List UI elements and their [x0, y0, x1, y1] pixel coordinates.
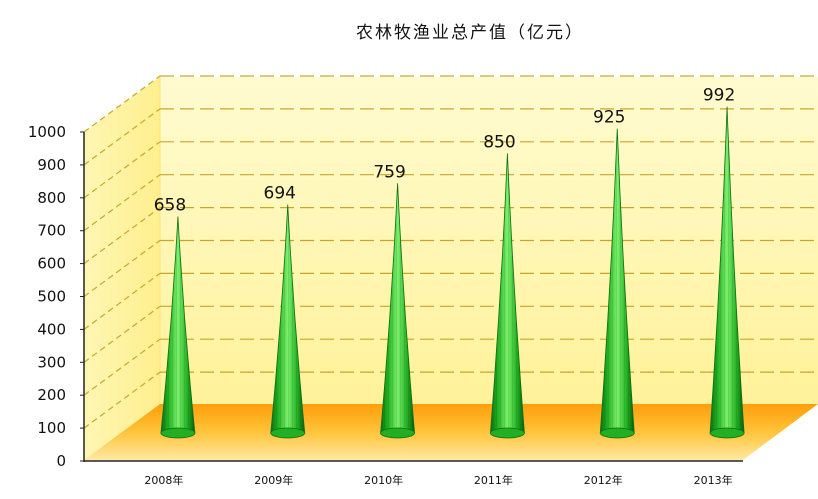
gridline-side	[83, 240, 161, 297]
y-tick-label: 900	[37, 156, 66, 174]
bar-2011年	[489, 153, 525, 439]
bar-marks	[160, 106, 745, 439]
gridline-side	[83, 108, 161, 166]
y-tick-label: 700	[37, 222, 66, 240]
data-label: 759	[373, 162, 405, 182]
y-tick-label: 0	[56, 452, 66, 470]
floor	[84, 404, 818, 460]
gridlines	[83, 75, 818, 429]
bar-2010年	[380, 183, 416, 439]
data-label: 658	[154, 196, 186, 216]
gridline-side	[83, 272, 161, 330]
bar-cone-base	[599, 427, 635, 439]
x-tick-label: 2010年	[364, 473, 403, 487]
y-tick-label: 600	[37, 255, 66, 273]
bar-cone-base	[160, 427, 196, 439]
y-tick-label: 100	[37, 419, 66, 437]
gridline-side	[83, 207, 161, 265]
y-tick-label: 300	[37, 353, 66, 371]
data-label: 850	[483, 132, 515, 152]
y-tick-label: 1000	[28, 123, 66, 141]
y-tick-label: 200	[37, 386, 66, 404]
bar-cone-texture	[490, 153, 525, 433]
x-tick-label: 2013年	[694, 473, 733, 487]
gridline-side	[83, 338, 161, 396]
bar-cone-texture	[380, 183, 415, 433]
bar-cone-texture	[710, 106, 745, 433]
data-label: 992	[703, 86, 735, 106]
bar-cone-texture	[160, 216, 195, 433]
data-labels: 658 694 759 850 925 992	[154, 86, 736, 216]
x-tick-label: 2009年	[254, 473, 293, 487]
bar-cone-base	[380, 427, 415, 439]
bar-2012年	[599, 128, 635, 439]
x-tick-label: 2012年	[584, 473, 623, 487]
bar-cone-texture	[600, 128, 635, 434]
bar-2009年	[270, 204, 306, 439]
bar-cone-base	[709, 427, 745, 439]
gridline-side	[83, 174, 161, 232]
bar-2013年	[709, 106, 745, 439]
y-tick-labels: 0 100 200 300 400 500 600 700 800 900 1000	[28, 123, 84, 470]
bar-cone-texture	[270, 204, 305, 433]
bar-cone-base	[490, 427, 525, 439]
bar-cone-base	[270, 427, 306, 439]
data-label: 925	[593, 108, 625, 128]
x-tick-label: 2011年	[474, 473, 513, 487]
x-tick-labels: 2008年 2009年 2010年 2011年 2012年 2013年	[144, 473, 732, 487]
x-tick-label: 2008年	[144, 473, 183, 487]
gridline-side	[83, 141, 161, 199]
y-tick-label: 500	[37, 288, 66, 306]
data-label: 694	[264, 184, 296, 204]
gridline-side	[83, 371, 161, 429]
chart-title: 农林牧渔业总产值（亿元）	[356, 23, 584, 43]
side-wall	[84, 77, 160, 460]
y-tick-label: 400	[37, 320, 66, 338]
y-tick-label: 800	[37, 189, 66, 207]
bar-2008年	[160, 216, 196, 439]
gridline-side	[83, 305, 161, 363]
gridline-side	[83, 75, 161, 133]
